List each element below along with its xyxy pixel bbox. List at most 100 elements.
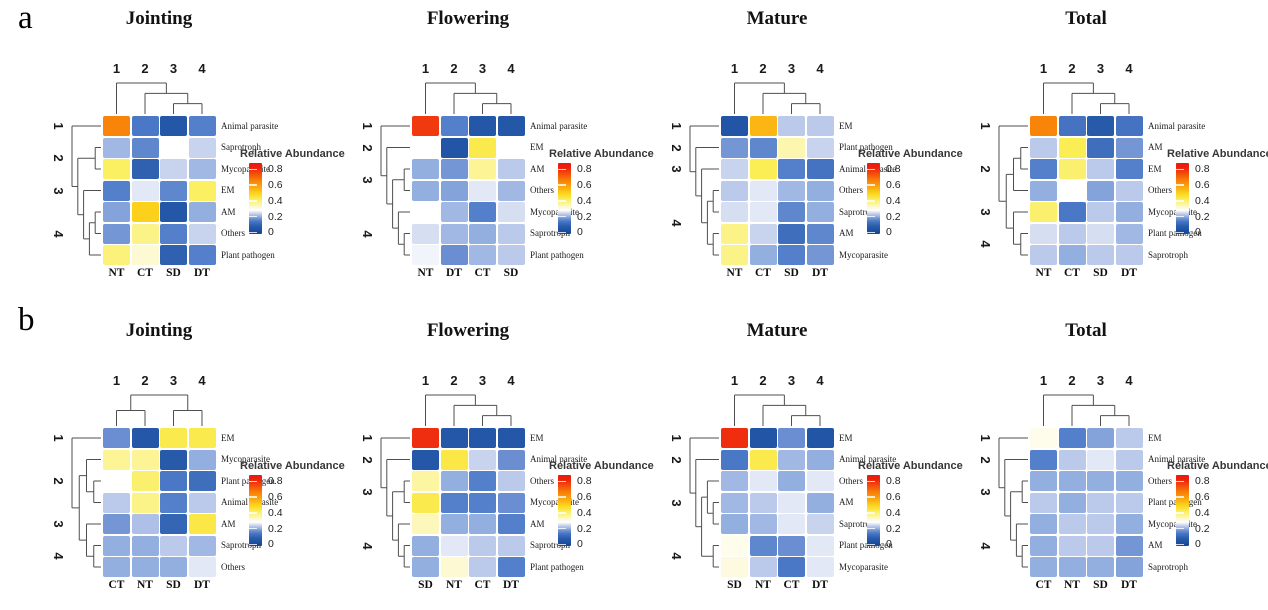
col-label: CT — [108, 579, 125, 591]
heatmap-cell — [412, 116, 439, 136]
legend-tick-mark — [867, 184, 875, 186]
heatmap-cell — [497, 471, 525, 491]
heatmap-cell — [1058, 116, 1086, 136]
heatmap-cell — [1058, 159, 1086, 179]
row-cluster-number: 1 — [51, 434, 66, 442]
heatmap-cell — [188, 116, 216, 136]
row-label: AM — [839, 497, 854, 507]
col-label: NT — [755, 579, 771, 591]
heatmap-cell — [1030, 514, 1057, 534]
heatmap-cell — [469, 116, 496, 136]
col-cluster-number: 3 — [1096, 373, 1105, 388]
heatmap-cell — [721, 223, 748, 244]
col-label: DT — [194, 579, 210, 591]
row-label: Mycoparasite — [530, 497, 579, 507]
plot-a-total: Total 1 2 3 4 1 2 3 4 Animal parasite AM EM Others My… — [955, 2, 1268, 298]
heatmap-cell — [721, 514, 748, 534]
row-label: Mycoparasite — [1148, 206, 1197, 217]
row-cluster-number: 2 — [669, 455, 684, 464]
legend-tick-mark — [249, 215, 257, 218]
heatmap-cell — [412, 180, 439, 201]
row-cluster-number: 3 — [978, 488, 993, 496]
legend-colorbar — [249, 475, 262, 546]
heatmap-cell — [1087, 202, 1114, 222]
legend-tick-label: 0.2 — [577, 210, 592, 223]
legend-title: Relative Abundance — [549, 148, 654, 160]
heatmap-cell — [188, 535, 216, 556]
heatmap-cell — [188, 471, 216, 491]
heatmap-cell — [749, 557, 777, 577]
heatmap-cell — [1087, 116, 1114, 136]
heatmap-cell — [1058, 535, 1086, 556]
heatmap-cell — [1087, 245, 1114, 265]
row-cluster-number: 3 — [669, 165, 684, 173]
heatmap-cell — [721, 557, 748, 577]
heatmap-cell — [749, 514, 777, 534]
heatmap-cell — [1115, 514, 1143, 534]
legend-colorbar — [558, 475, 571, 546]
heatmap-cell — [160, 223, 187, 244]
legend-tick-mark — [1176, 168, 1184, 171]
heatmap-cell — [778, 514, 805, 534]
legend-tick-mark — [1176, 215, 1184, 218]
row-label: EM — [221, 185, 235, 195]
legend-tick-mark — [558, 215, 566, 218]
heatmap-cell — [160, 428, 187, 448]
heatmap-cell — [778, 116, 805, 136]
col-cluster-number: 1 — [730, 373, 739, 388]
heatmap-cell — [188, 245, 216, 265]
heatmap-cell — [469, 223, 496, 244]
column-dendrogram — [425, 82, 512, 114]
legend-title: Relative Abundance — [549, 460, 654, 472]
row-label: Saprotroph — [530, 228, 570, 238]
heatmap-grid — [103, 428, 216, 577]
legend-tick-mark — [1176, 480, 1184, 483]
legend-tick-mark — [1176, 231, 1184, 234]
heatmap-cell — [103, 180, 130, 201]
heatmap-cell — [469, 428, 496, 448]
legend-colorbar — [558, 163, 571, 234]
col-label: SD — [503, 267, 519, 279]
row-cluster-number: 2 — [51, 477, 66, 485]
heatmap-cell — [778, 180, 805, 201]
row-cluster-number: 1 — [669, 434, 684, 442]
col-cluster-number: 3 — [1096, 61, 1105, 76]
col-cluster-number: 1 — [730, 61, 739, 76]
legend-tick-mark — [558, 200, 566, 202]
row-label: AM — [1148, 142, 1163, 152]
heatmap-cell — [1115, 428, 1143, 448]
heatmap-cell — [1030, 223, 1057, 244]
legend-tick-mark — [867, 527, 875, 530]
col-label: NT — [1035, 267, 1052, 279]
legend-tick-mark — [249, 496, 257, 498]
panel-label-a: a — [18, 0, 33, 36]
col-cluster-number: 2 — [450, 373, 458, 388]
row-cluster-number: 4 — [360, 229, 375, 238]
col-label: DT — [812, 267, 828, 279]
heatmap-cell — [469, 202, 496, 222]
col-cluster-number: 2 — [450, 61, 458, 76]
heatmap-cell — [412, 492, 439, 513]
legend-tick-label: 0.2 — [268, 522, 283, 535]
heatmap-cell — [721, 245, 748, 265]
row-label: Saprotroph — [221, 142, 261, 152]
heatmap-cell — [412, 137, 439, 158]
row-cluster-number: 3 — [978, 208, 993, 216]
heatmap-cell — [1115, 535, 1143, 556]
heatmap-cell — [160, 180, 187, 201]
row-cluster-number: 2 — [669, 143, 684, 152]
row-label: Mycoparasite — [839, 249, 888, 260]
col-label: CT — [137, 267, 153, 279]
heatmap-cell — [721, 449, 748, 470]
heatmap-cell — [412, 471, 439, 491]
heatmap-cell — [497, 202, 525, 222]
plot-title: Total — [1065, 320, 1107, 341]
heatmap-cell — [778, 492, 805, 513]
row-label: Others — [221, 561, 245, 572]
legend-tick-label: 0.6 — [577, 179, 592, 192]
heatmap-cell — [1058, 557, 1086, 577]
heatmap-cell — [188, 223, 216, 244]
row-label: EM — [839, 432, 853, 443]
legend-tick-mark — [867, 496, 875, 498]
legend-tick-label: 0.8 — [1195, 163, 1210, 176]
